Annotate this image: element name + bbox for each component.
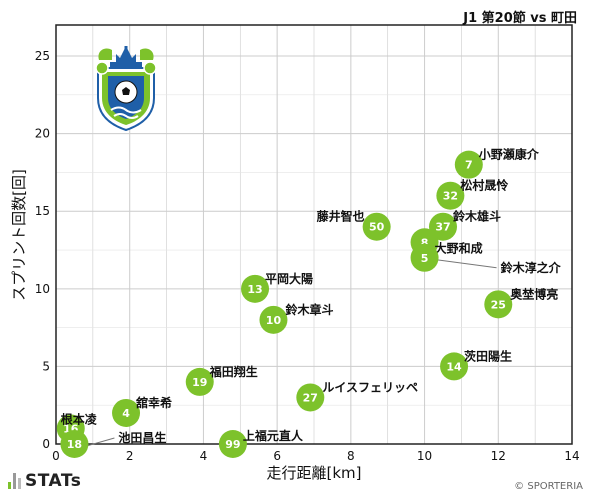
point-marker (429, 212, 457, 241)
leader-line (436, 259, 497, 269)
point-marker (410, 243, 439, 272)
x-tick-label: 10 (417, 449, 432, 463)
shonan-bellmare-crest-icon (95, 46, 157, 132)
x-tick-label: 6 (273, 449, 281, 463)
credit-text: © SPORTERIA (514, 481, 583, 492)
point-name-label: 舘幸希 (135, 395, 172, 410)
stats-bar-2 (13, 473, 16, 489)
point-marker (436, 181, 465, 210)
point-number: 25 (491, 298, 506, 311)
x-tick-label: 4 (200, 449, 208, 463)
point-name-label: 平岡大陽 (265, 271, 313, 286)
point-number: 13 (247, 283, 262, 296)
point-number: 5 (421, 252, 429, 265)
data-point: 27 ルイスフェリッペ (296, 380, 418, 412)
stats-bar-1 (8, 482, 11, 489)
data-point: 25 奥埜博亮 (484, 286, 558, 319)
point-number: 99 (225, 438, 240, 451)
stats-logo: STATs (8, 471, 81, 491)
point-marker (60, 430, 89, 458)
x-axis-title: 走行距離[km] (266, 464, 361, 482)
data-point: 4 舘幸希 (112, 395, 172, 427)
point-name-label: 上福元直人 (243, 428, 304, 443)
point-marker (484, 290, 513, 319)
point-number: 37 (435, 221, 450, 234)
point-marker (440, 352, 469, 381)
point-number: 50 (369, 221, 385, 234)
point-number: 10 (266, 314, 282, 327)
y-tick-label: 10 (35, 282, 50, 296)
y-tick-label: 20 (35, 127, 50, 141)
y-tick-label: 15 (35, 204, 50, 218)
point-number: 19 (192, 376, 207, 389)
point-number: 27 (303, 391, 318, 404)
point-marker (112, 398, 141, 427)
point-number: 32 (443, 190, 458, 203)
data-point: 50 藤井智也 (316, 209, 391, 241)
point-marker (296, 383, 325, 412)
x-tick-label: 14 (564, 449, 579, 463)
y-tick-label: 0 (42, 437, 50, 451)
leader-line (86, 437, 115, 447)
y-tick-label: 25 (35, 49, 50, 63)
data-point: 5 鈴木淳之介 (410, 243, 562, 275)
axes: 0 2 4 6 8 10 12 14 0 5 10 15 20 25 (35, 24, 580, 463)
y-tick-label: 5 (42, 359, 50, 373)
stats-bars-icon (8, 473, 21, 489)
point-name-label: 根本凌 (61, 411, 98, 426)
point-name-label: 池田昌生 (118, 430, 166, 445)
point-number: 4 (122, 407, 130, 420)
point-marker (362, 212, 391, 241)
stats-bar-3 (18, 478, 21, 489)
point-name-label: 小野瀬康介 (479, 147, 540, 162)
point-marker (454, 150, 483, 179)
point-name-label: ルイスフェリッペ (322, 380, 418, 394)
point-marker (218, 430, 247, 458)
point-name-label: 茨田陽生 (464, 348, 512, 363)
point-marker (241, 274, 270, 303)
point-name-label: 奥埜博亮 (510, 286, 558, 301)
stats-brand: STATs (25, 471, 82, 491)
point-name-label: 鈴木章斗 (285, 302, 333, 317)
point-number: 14 (446, 360, 462, 373)
match-subtitle: J1 第20節 vs 町田 (463, 11, 577, 26)
point-name-label: 大野和成 (435, 240, 483, 255)
point-name-label: 松村晟怜 (460, 178, 508, 193)
point-number: 18 (67, 438, 82, 451)
point-name-label: 藤井智也 (316, 209, 365, 224)
point-name-label: 福田翔生 (209, 364, 258, 379)
x-tick-label: 2 (126, 449, 134, 463)
y-axis-title: スプリント回数[回] (10, 169, 28, 301)
x-tick-label: 12 (491, 449, 506, 463)
x-tick-label: 8 (347, 449, 355, 463)
leader-lines (86, 259, 497, 447)
plot-frame (55, 24, 573, 445)
data-point: 7 小野瀬康介 (454, 147, 540, 179)
data-point: 18 池田昌生 (60, 430, 166, 458)
point-number: 8 (421, 236, 429, 249)
point-number: 7 (465, 159, 473, 172)
point-name-label: 鈴木雄斗 (453, 209, 501, 224)
point-marker (185, 367, 214, 396)
point-marker (259, 305, 288, 334)
point-name-label: 鈴木淳之介 (501, 260, 562, 275)
x-tick-label: 0 (52, 449, 60, 463)
